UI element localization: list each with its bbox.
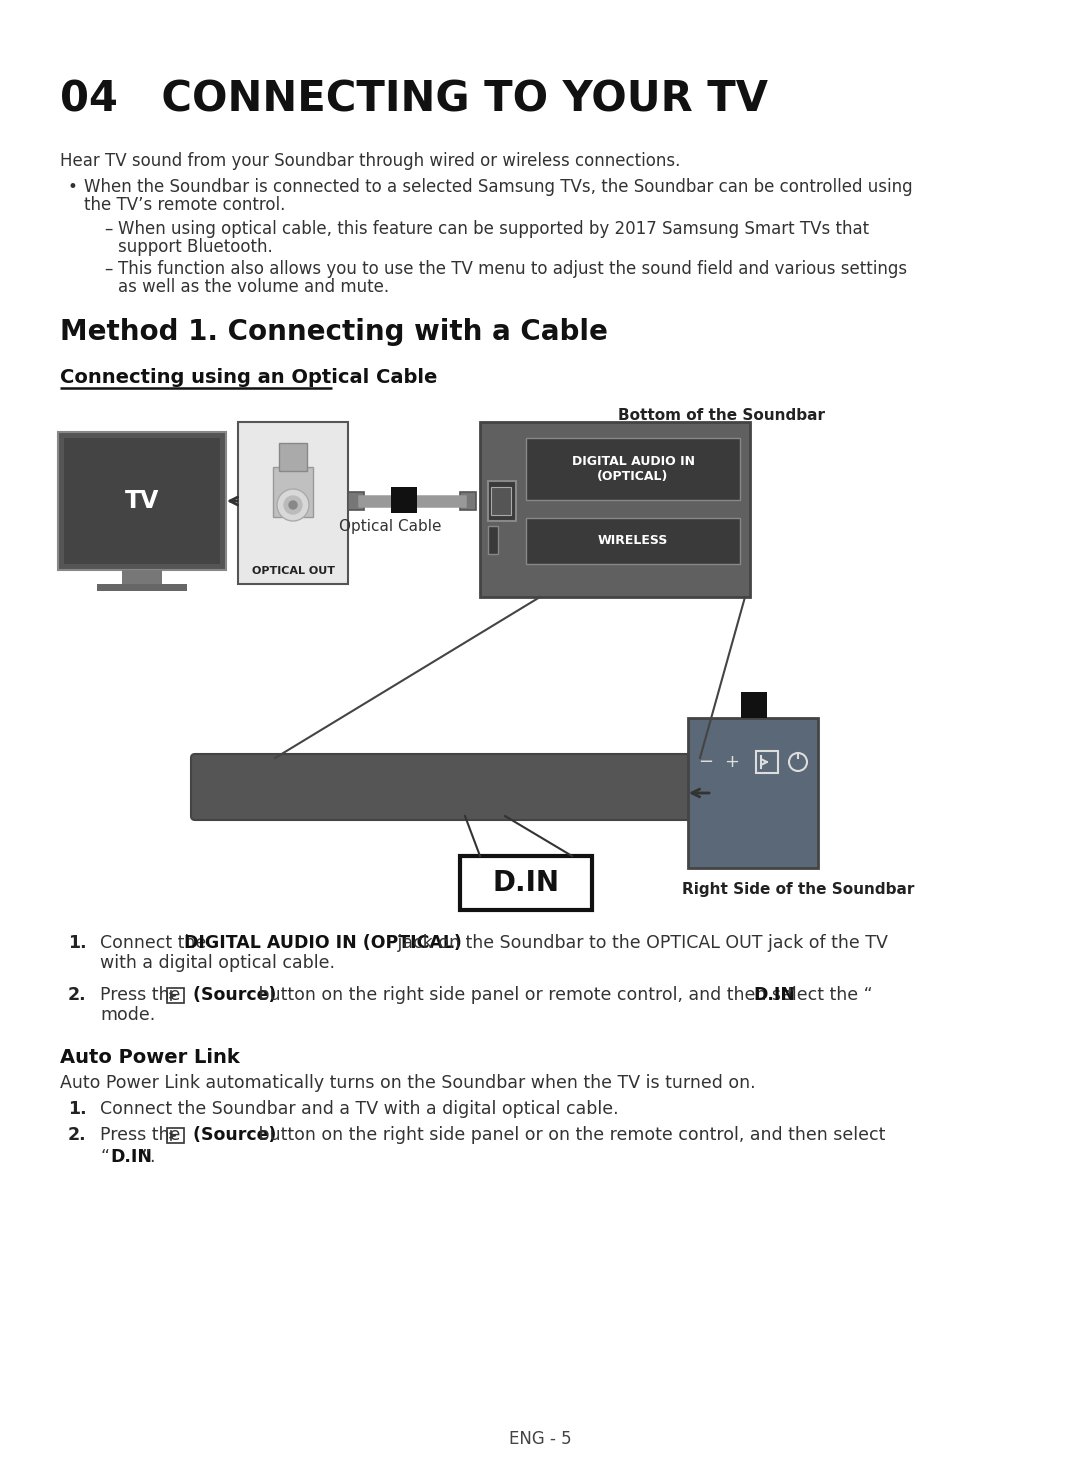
Text: D.IN: D.IN — [753, 986, 795, 1004]
Bar — [480, 422, 750, 598]
Bar — [756, 751, 778, 774]
Bar — [97, 584, 187, 592]
Text: Connecting using an Optical Cable: Connecting using an Optical Cable — [60, 368, 437, 387]
Text: ”.: ”. — [141, 1148, 157, 1165]
Text: When using optical cable, this feature can be supported by 2017 Samsung Smart TV: When using optical cable, this feature c… — [118, 220, 869, 238]
Circle shape — [276, 490, 309, 521]
Text: •: • — [67, 177, 77, 197]
Text: Optical Cable: Optical Cable — [339, 519, 442, 534]
Text: Method 1. Connecting with a Cable: Method 1. Connecting with a Cable — [60, 318, 608, 346]
Text: –: – — [104, 220, 112, 238]
Text: button on the right side panel or remote control, and then select the “: button on the right side panel or remote… — [253, 986, 873, 1004]
Bar — [688, 717, 818, 868]
Text: the TV’s remote control.: the TV’s remote control. — [84, 197, 285, 214]
Text: (Source): (Source) — [187, 1126, 276, 1143]
Text: 2.: 2. — [68, 1126, 86, 1143]
Text: D.IN: D.IN — [492, 870, 559, 896]
Bar — [64, 438, 220, 563]
Text: TV: TV — [125, 490, 159, 513]
Circle shape — [289, 501, 297, 509]
Text: D.IN: D.IN — [110, 1148, 152, 1165]
Bar — [741, 692, 767, 717]
Bar — [238, 422, 348, 584]
Bar — [526, 518, 740, 563]
Text: with a digital optical cable.: with a digital optical cable. — [100, 954, 335, 972]
Text: 04   CONNECTING TO YOUR TV: 04 CONNECTING TO YOUR TV — [60, 78, 768, 120]
Bar — [526, 438, 740, 500]
Text: as well as the volume and mute.: as well as the volume and mute. — [118, 278, 389, 296]
Text: Connect the Soundbar and a TV with a digital optical cable.: Connect the Soundbar and a TV with a dig… — [100, 1100, 619, 1118]
Text: +: + — [725, 753, 740, 771]
Text: button on the right side panel or on the remote control, and then select: button on the right side panel or on the… — [253, 1126, 886, 1143]
Bar — [122, 569, 162, 584]
Text: OPTICAL OUT: OPTICAL OUT — [252, 566, 335, 575]
Text: jack on the Soundbar to the OPTICAL OUT jack of the TV: jack on the Soundbar to the OPTICAL OUT … — [392, 935, 888, 952]
Text: 1.: 1. — [68, 935, 86, 952]
Text: support Bluetooth.: support Bluetooth. — [118, 238, 273, 256]
Bar — [279, 444, 307, 470]
Bar — [488, 481, 516, 521]
Text: Auto Power Link automatically turns on the Soundbar when the TV is turned on.: Auto Power Link automatically turns on t… — [60, 1074, 756, 1092]
Text: When the Soundbar is connected to a selected Samsung TVs, the Soundbar can be co: When the Soundbar is connected to a sele… — [84, 177, 913, 197]
Text: ENG - 5: ENG - 5 — [509, 1430, 571, 1448]
Text: DIGITAL AUDIO IN
(OPTICAL): DIGITAL AUDIO IN (OPTICAL) — [571, 456, 694, 484]
Bar — [460, 493, 476, 510]
Text: –: – — [104, 260, 112, 278]
Text: This function also allows you to use the TV menu to adjust the sound field and v: This function also allows you to use the… — [118, 260, 907, 278]
Text: Hear TV sound from your Soundbar through wired or wireless connections.: Hear TV sound from your Soundbar through… — [60, 152, 680, 170]
Text: Press the: Press the — [100, 1126, 186, 1143]
Text: Right Side of the Soundbar: Right Side of the Soundbar — [681, 881, 915, 896]
Text: mode.: mode. — [100, 1006, 156, 1023]
Text: Bottom of the Soundbar: Bottom of the Soundbar — [618, 408, 825, 423]
Text: Auto Power Link: Auto Power Link — [60, 1049, 240, 1066]
Bar — [348, 493, 364, 510]
Text: 2: 2 — [748, 697, 760, 714]
Circle shape — [284, 495, 302, 515]
Text: −: − — [699, 753, 714, 771]
Text: WIRELESS: WIRELESS — [598, 534, 669, 547]
Text: DIGITAL AUDIO IN (OPTICAL): DIGITAL AUDIO IN (OPTICAL) — [184, 935, 462, 952]
Text: Connect the: Connect the — [100, 935, 212, 952]
Text: 2.: 2. — [68, 986, 86, 1004]
Text: 1.: 1. — [68, 1100, 86, 1118]
Text: “: “ — [100, 1148, 109, 1165]
Text: (Source): (Source) — [187, 986, 276, 1004]
Bar — [391, 487, 417, 513]
Bar — [460, 856, 592, 910]
FancyBboxPatch shape — [191, 754, 714, 819]
Text: Press the: Press the — [100, 986, 186, 1004]
Bar — [488, 527, 498, 555]
Text: 1: 1 — [399, 491, 409, 509]
Text: ”: ” — [787, 986, 796, 1004]
Bar — [273, 467, 313, 518]
Bar — [167, 1128, 184, 1143]
Bar — [167, 988, 184, 1003]
Bar — [491, 487, 511, 515]
Bar — [58, 432, 226, 569]
